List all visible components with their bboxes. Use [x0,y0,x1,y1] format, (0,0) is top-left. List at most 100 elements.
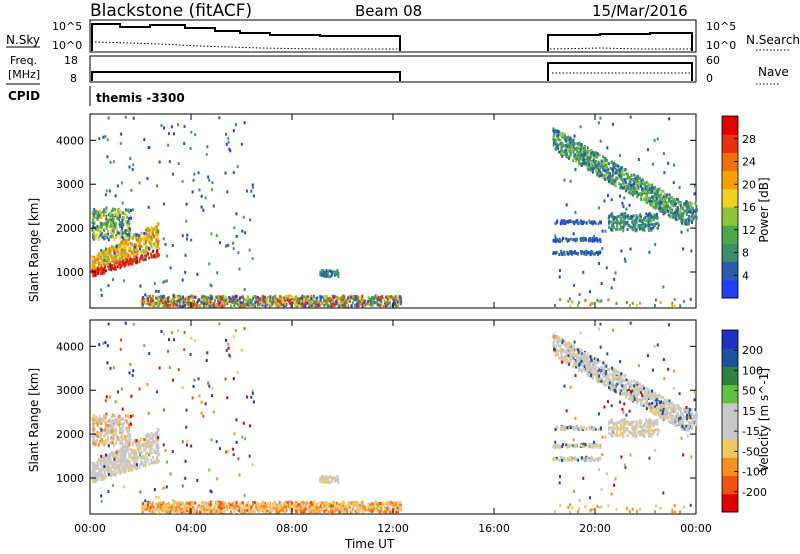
echo-cell [155,495,158,499]
echo-cell [695,205,698,209]
echo-cell [126,228,129,232]
echo-cell [155,445,158,449]
echo-cell [200,295,203,299]
echo-cell [245,298,248,302]
echo-cell [104,341,107,345]
echo-cell [136,445,139,449]
echo-cell [348,502,351,506]
echo-cell [638,182,641,186]
echo-cell [234,294,237,298]
echo-cell [629,115,632,119]
echo-cell [166,505,169,509]
echo-cell [92,216,95,220]
echo-cell [367,502,370,506]
echo-cell [128,219,131,223]
echo-cell [235,440,238,444]
echo-cell [116,250,119,254]
echo-cell [121,424,124,428]
echo-cell [361,500,364,504]
echo-cell [643,190,646,194]
echo-cell [203,297,206,301]
echo-cell [648,225,651,229]
echo-cell [322,271,325,275]
echo-cell [336,296,339,300]
echo-cell [628,184,631,188]
echo-cell [119,472,122,476]
echo-cell [117,261,120,265]
echo-cell [676,206,679,210]
echo-cell [119,236,122,240]
echo-cell [123,250,126,254]
echo-cell [554,251,557,255]
echo-cell [140,444,143,448]
echo-cell [129,448,132,452]
echo-cell [593,239,596,243]
echo-cell [118,231,121,235]
echo-cell [129,438,132,442]
echo-cell [142,456,145,460]
echo-cell [332,298,335,302]
echo-cell [111,462,114,466]
echo-cell [602,165,605,169]
echo-cell [610,198,613,202]
echo-cell [129,156,132,160]
echo-cell [639,215,642,219]
echo-cell [148,462,151,466]
echo-cell [231,501,234,505]
echo-cell [623,217,626,221]
echo-cell [92,217,95,221]
nsearch-label: N.Search [746,33,800,47]
echo-cell [633,189,636,193]
echo-cell [120,181,123,185]
echo-cell [244,304,247,308]
echo-cell [302,295,305,299]
echo-cell [282,303,285,307]
echo-cell [128,222,131,226]
echo-cell [211,503,214,507]
echo-cell [397,501,400,505]
echo-cell [156,455,159,459]
echo-cell [148,241,151,245]
echo-cell [679,210,682,214]
echo-cell [154,435,157,439]
echo-cell [603,169,606,173]
echo-cell [593,153,596,157]
echo-cell [325,302,328,306]
echo-cell [98,467,101,471]
echo-cell [99,460,102,464]
echo-cell [141,255,144,259]
echo-cell [151,299,154,303]
echo-cell [589,155,592,159]
echo-cell [250,395,253,399]
echo-cell [651,190,654,194]
echo-cell [347,296,350,300]
echo-cell [183,348,186,352]
echo-cell [596,152,599,156]
echo-cell [127,446,130,450]
echo-cell [225,348,228,352]
echo-cell [153,451,156,455]
echo-cell [259,508,262,512]
echo-cell [120,429,123,433]
echo-cell [110,230,113,234]
echo-cell [604,166,607,170]
echo-cell [150,235,153,239]
echo-cell [102,461,105,465]
echo-cell [244,302,247,306]
echo-cell [104,428,107,432]
echo-cell [133,233,136,237]
echo-cell [583,158,586,162]
echo-cell [582,251,585,255]
echo-cell [592,234,595,238]
echo-cell [121,466,124,470]
echo-cell [233,304,236,308]
echo-cell [100,288,103,292]
echo-cell [608,225,611,229]
echo-cell [243,493,246,497]
echo-cell [323,509,326,513]
echo-cell [132,247,135,251]
echo-cell [121,218,124,222]
echo-cell [279,295,282,299]
echo-cell [164,242,167,246]
